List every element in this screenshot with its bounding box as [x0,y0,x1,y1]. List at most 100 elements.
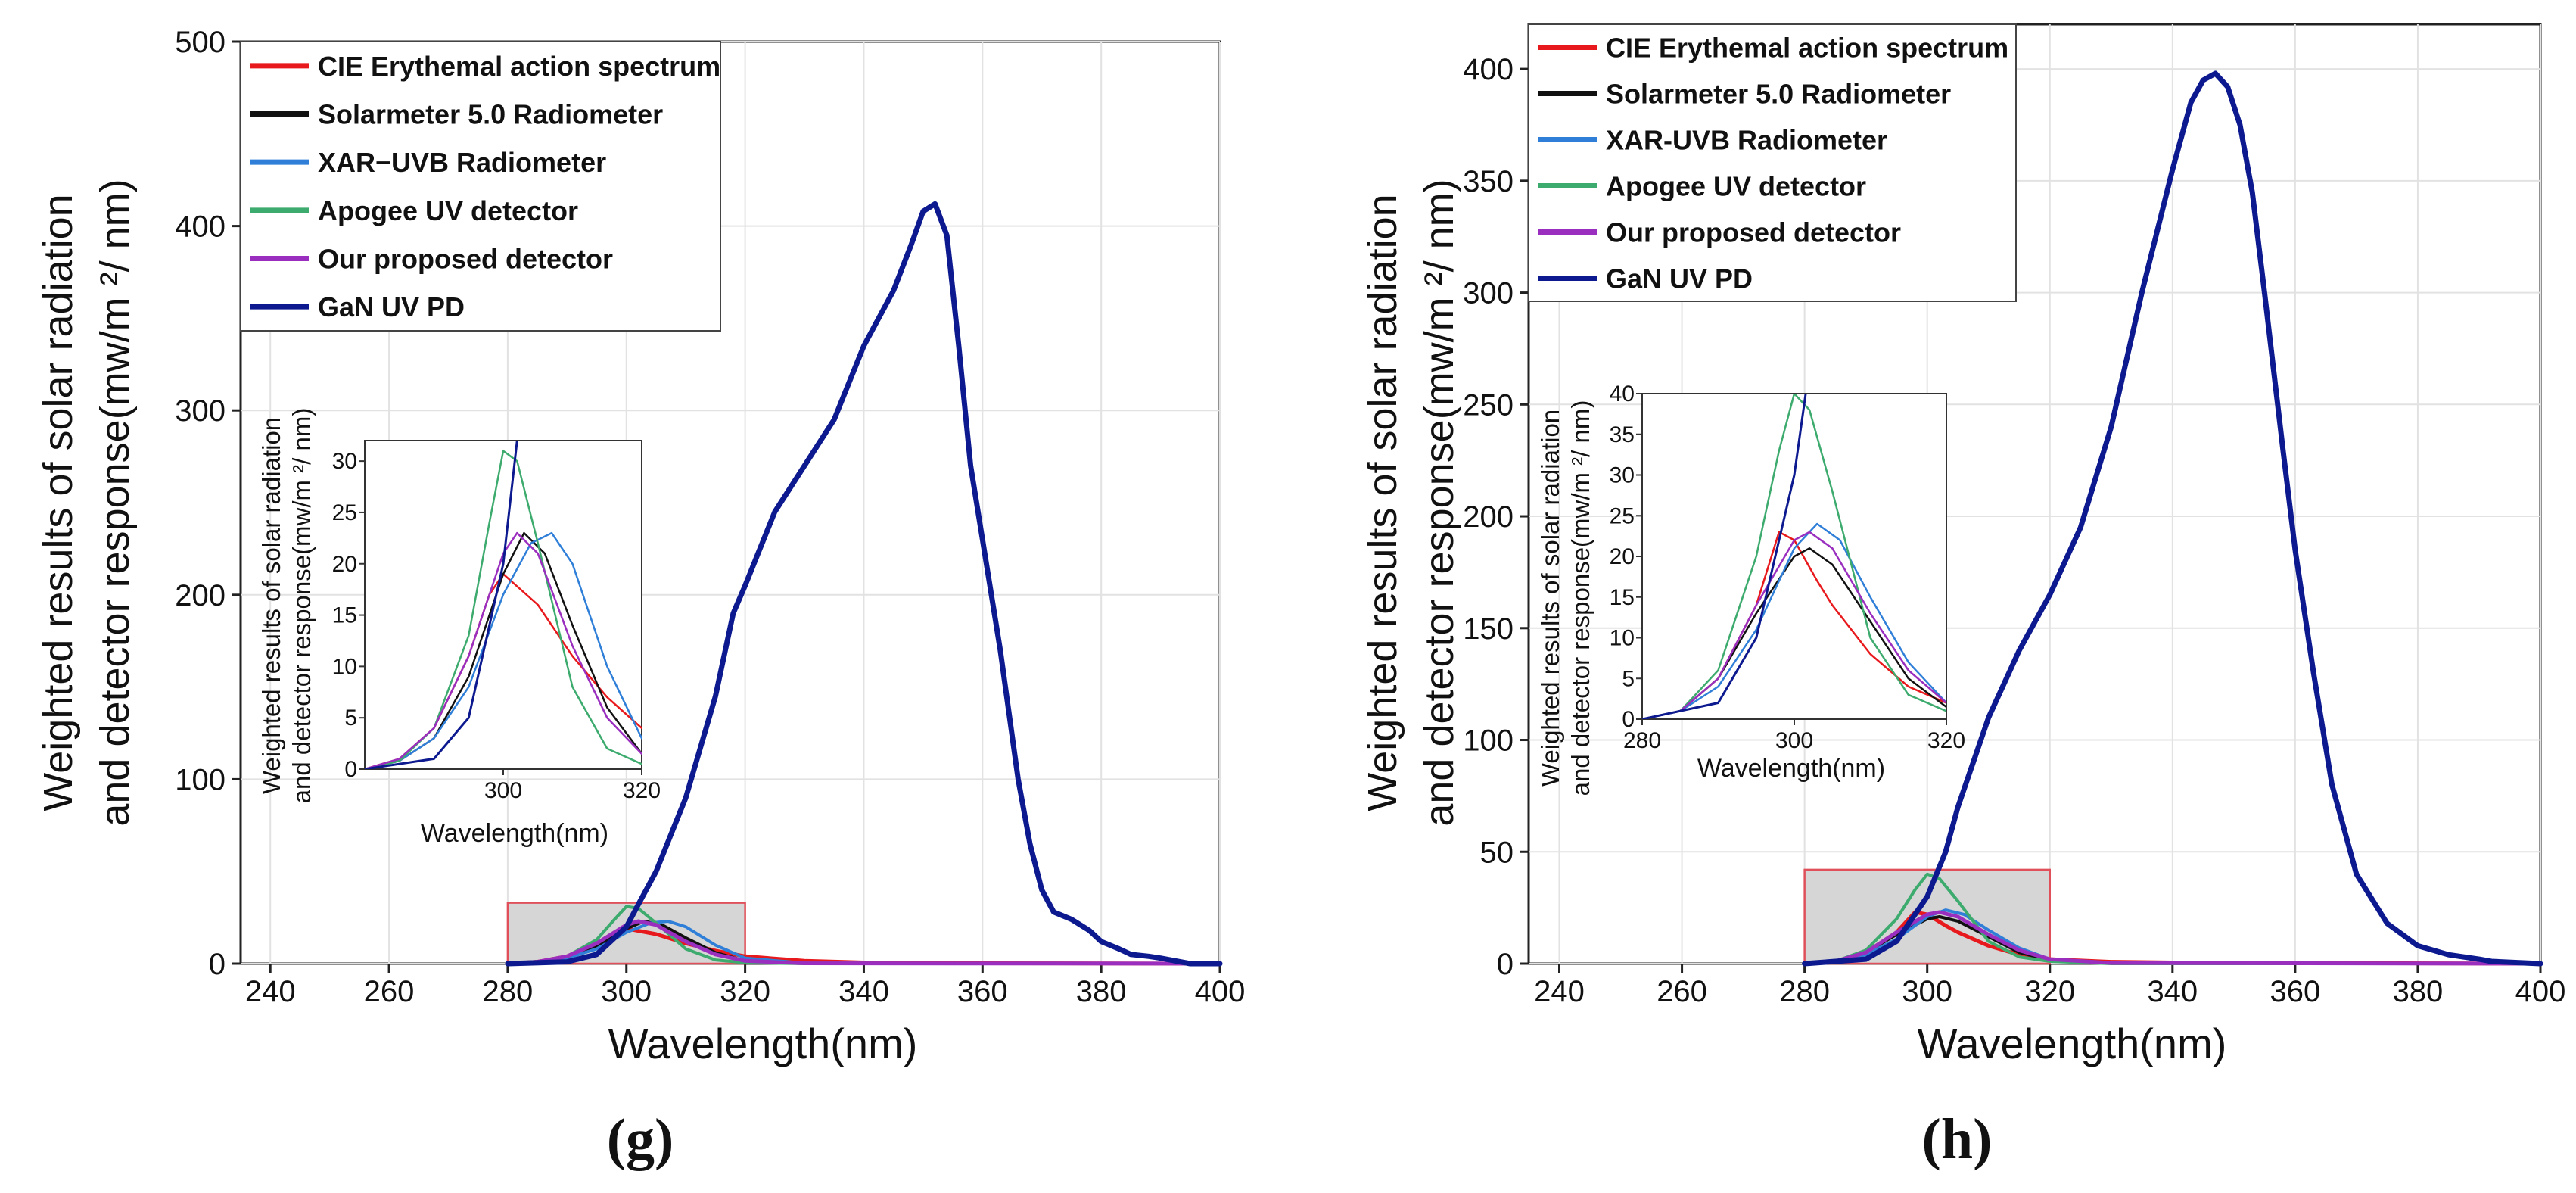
inset-x-tick-label: 320 [1927,728,1965,753]
legend-box [240,41,721,332]
inset-series-group [365,441,642,769]
x-tick-label: 280 [483,975,534,1008]
legend-label-1: Solarmeter 5.0 Radiometer [1606,79,1951,110]
x-tick-label: 340 [2147,975,2198,1008]
y-tick-label: 100 [175,763,226,796]
inset-y-tick-label: 40 [1610,382,1635,406]
inset-y-tick-label: 10 [332,654,357,679]
y-tick-label: 300 [175,394,226,428]
chart-panel-1: 240 260 280 300 320 340 360 380 4000501001502002… [1360,23,2566,1171]
inset-y-tick-label: 25 [1610,503,1635,528]
y-tick-label: 250 [1463,388,1514,422]
inset-y-tick-label: 5 [344,706,357,730]
x-tick-label: 300 [601,975,652,1008]
y-tick-label: 300 [1463,277,1514,310]
inset-x-tick-label: 300 [1775,728,1813,753]
x-tick-label: 320 [720,975,770,1008]
inset-series-line-4 [1642,531,1946,719]
legend-label-4: Our proposed detector [318,244,613,275]
y-tick-label: 0 [209,948,226,981]
x-tick-label: 400 [2515,975,2566,1008]
inset-y-tick-label: 30 [1610,463,1635,488]
x-tick-label: 240 [245,975,296,1008]
x-tick-label: 260 [1657,975,1707,1008]
series-line-5 [505,201,1223,967]
inset-y-tick-label: 35 [1610,422,1635,447]
inset-y-tick-label: 20 [1610,544,1635,569]
legend-label-2: XAR-UVB Radiometer [1606,125,1887,156]
inset-y-tick-label: 0 [344,757,357,782]
series-line-4 [506,919,1222,966]
inset-series-group [1642,394,1946,719]
inset-y-tick-label: 10 [1610,626,1635,651]
chart-panel-0: 240 260 280 300 320 340 360 380 4000100200300400… [36,26,1246,1171]
y-tick-label: 350 [1463,165,1514,198]
inset-x-tick-label: 320 [623,778,661,803]
inset-series-line-2 [365,531,642,769]
y-axis-label-line1: Weighted results of solar radiation [36,194,81,811]
x-tick-label: 300 [1902,975,1952,1008]
y-tick-label: 500 [175,26,226,59]
x-tick-label: 380 [1076,975,1127,1008]
x-tick-label: 380 [2393,975,2444,1008]
inset-chart: 0 5 10 15 20 25 30 35 40 280 300 320 Wavelength(nm) W… [1536,382,1965,796]
x-tick-label: 280 [1779,975,1830,1008]
legend-label-5: GaN UV PD [1606,263,1753,294]
x-tick-label: 240 [1534,975,1585,1008]
inset-y-axis-label-line1: Weighted results of solar radiation [257,417,285,794]
legend-label-1: Solarmeter 5.0 Radiometer [318,99,663,130]
y-tick-label: 150 [1463,612,1514,646]
inset-y-axis-label-line1: Weighted results of solar radiation [1536,410,1564,787]
y-axis-label-line2: and detector response(mw/m ²/ nm) [92,179,138,826]
series-line-5 [1802,70,2543,967]
inset-y-axis-label-line2: and detector response(mw/m ²/ nm) [288,408,316,804]
x-tick-label: 360 [2270,975,2321,1008]
legend-label-3: Apogee UV detector [1606,171,1866,202]
legend-label-5: GaN UV PD [318,291,465,322]
inset-chart: 0 5 10 15 20 25 30 300 320 Wavelength(nm) Weighted… [257,408,661,848]
legend-label-2: XAR−UVB Radiometer [318,147,606,178]
inset-y-tick-label: 30 [332,449,357,474]
y-tick-label: 200 [175,579,226,612]
inset-series-line-4 [365,531,642,769]
x-axis-label: Wavelength(nm) [1918,1020,2227,1067]
legend: CIE Erythemal action spectrum Solarmeter … [240,41,721,332]
inset-y-tick-label: 5 [1622,666,1635,691]
inset-x-axis-label: Wavelength(nm) [421,819,608,848]
inset-plot-area [364,440,642,770]
inset-y-tick-label: 15 [1610,585,1635,610]
inset-y-tick-label: 20 [332,552,357,577]
x-tick-label: 400 [1195,975,1246,1008]
inset-y-axis-label-line2: and detector response(mw/m ²/ nm) [1566,400,1594,796]
legend-label-0: CIE Erythemal action spectrum [1606,33,2008,64]
x-axis-label: Wavelength(nm) [608,1020,918,1067]
x-tick-label: 360 [957,975,1008,1008]
legend-label-0: CIE Erythemal action spectrum [318,51,720,82]
x-tick-label: 340 [838,975,889,1008]
y-tick-label: 100 [1463,724,1514,758]
y-axis-label-line2: and detector response(mw/m ²/ nm) [1417,179,1462,826]
inset-x-tick-label: 280 [1623,728,1661,753]
inset-y-tick-label: 0 [1622,707,1635,732]
inset-x-tick-label: 300 [484,778,522,803]
inset-series-line-3 [1642,394,1946,719]
y-tick-label: 50 [1480,836,1514,869]
legend: CIE Erythemal action spectrum Solarmeter … [1528,23,2017,302]
inset-y-tick-label: 25 [332,500,357,525]
inset-x-axis-label: Wavelength(nm) [1697,754,1885,783]
series-line-4 [1803,910,2543,966]
panel-label: (h) [1922,1107,1993,1171]
y-tick-label: 400 [175,210,226,244]
legend-label-4: Our proposed detector [1606,217,1901,248]
legend-label-3: Apogee UV detector [318,195,578,226]
x-tick-label: 260 [364,975,415,1008]
inset-series-line-2 [1642,522,1946,719]
panel-label: (g) [607,1107,674,1171]
y-tick-label: 200 [1463,500,1514,534]
x-tick-label: 320 [2024,975,2075,1008]
y-axis-label-line1: Weighted results of solar radiation [1360,194,1405,811]
y-tick-label: 0 [1497,948,1514,981]
inset-y-tick-label: 15 [332,603,357,628]
